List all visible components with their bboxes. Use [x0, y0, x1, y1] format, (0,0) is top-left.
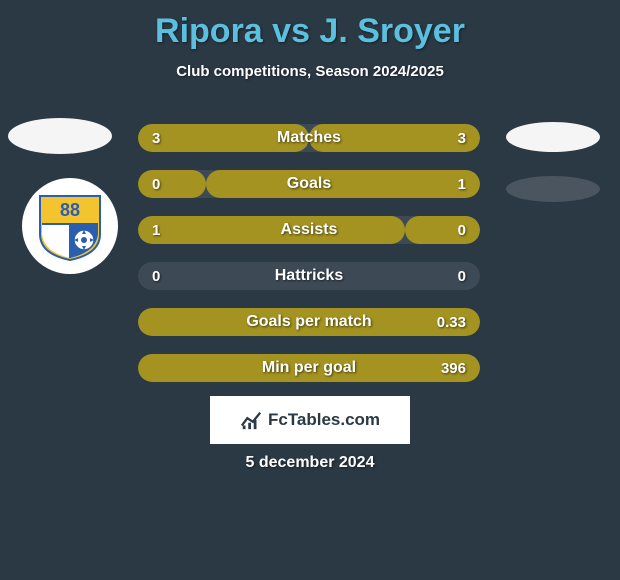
- bar-value-left: 3: [152, 124, 160, 152]
- bar-label: Min per goal: [138, 354, 480, 382]
- bar-label: Goals: [138, 170, 480, 198]
- bar-value-left: 0: [152, 170, 160, 198]
- stat-bar: Hattricks0 0: [138, 262, 480, 290]
- stat-bar: Matches3 3: [138, 124, 480, 152]
- club-badge-number: 88: [60, 200, 80, 220]
- bar-value-right: 3: [458, 124, 466, 152]
- date-text: 5 december 2024: [0, 454, 620, 472]
- stat-bar: Goals0 1: [138, 170, 480, 198]
- comparison-bars: Matches33Goals01Assists10Hattricks00Goal…: [138, 124, 480, 400]
- bar-value-right: 1: [458, 170, 466, 198]
- bar-value-left: 0: [152, 262, 160, 290]
- stat-bar: Goals per match0.33: [138, 308, 480, 336]
- club-shield-icon: 88: [34, 190, 106, 262]
- player-right-avatar: [506, 122, 600, 152]
- player-right-club-avatar: [506, 176, 600, 202]
- bar-value-left: 1: [152, 216, 160, 244]
- bar-label: Goals per match: [138, 308, 480, 336]
- player-left-avatar: [8, 118, 112, 154]
- bar-label: Assists: [138, 216, 480, 244]
- stat-bar: Assists1 0: [138, 216, 480, 244]
- chart-icon: [240, 409, 262, 431]
- footer-brand-badge: FcTables.com: [210, 396, 410, 444]
- bar-label: Matches: [138, 124, 480, 152]
- bar-value-right: 0: [458, 262, 466, 290]
- player-left-club-badge: 88: [22, 178, 118, 274]
- bar-value-right: 396: [441, 354, 466, 382]
- bar-value-right: 0: [458, 216, 466, 244]
- page-title: Ripora vs J. Sroyer: [0, 0, 620, 51]
- subtitle: Club competitions, Season 2024/2025: [0, 63, 620, 80]
- footer-brand-text: FcTables.com: [268, 410, 380, 430]
- bar-label: Hattricks: [138, 262, 480, 290]
- stat-bar: Min per goal396: [138, 354, 480, 382]
- bar-value-right: 0.33: [437, 308, 466, 336]
